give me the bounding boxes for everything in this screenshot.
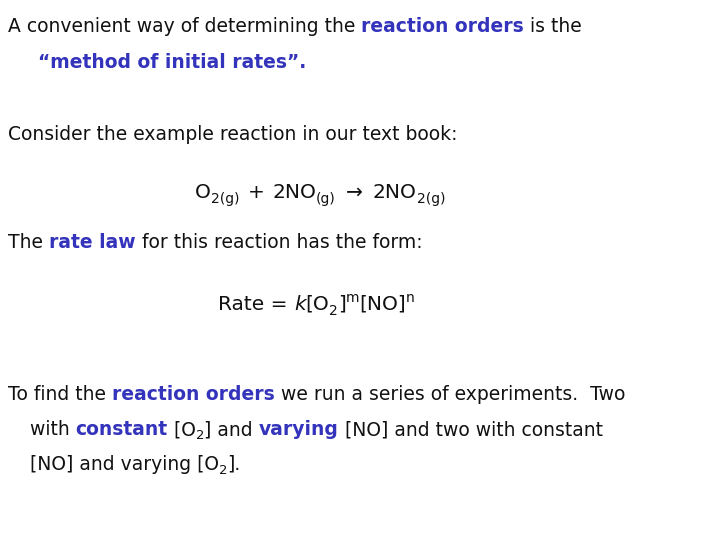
Text: 2NO: 2NO xyxy=(373,183,417,202)
Text: A convenient way of determining the: A convenient way of determining the xyxy=(8,17,361,36)
Text: [O: [O xyxy=(305,295,329,314)
Text: for this reaction has the form:: for this reaction has the form: xyxy=(135,233,422,252)
Text: [NO]: [NO] xyxy=(359,295,406,314)
Text: →: → xyxy=(346,183,363,202)
Text: O: O xyxy=(195,183,211,202)
Text: reaction orders: reaction orders xyxy=(112,385,275,404)
Text: +: + xyxy=(248,183,264,202)
Text: [NO] and two with constant: [NO] and two with constant xyxy=(338,420,603,439)
Text: m: m xyxy=(346,291,359,305)
Text: Consider the example reaction in our text book:: Consider the example reaction in our tex… xyxy=(8,125,457,144)
Text: varying: varying xyxy=(259,420,338,439)
Text: The: The xyxy=(8,233,49,252)
Text: (g): (g) xyxy=(316,192,336,206)
Text: 2: 2 xyxy=(219,464,228,477)
Text: we run a series of experiments.  Two: we run a series of experiments. Two xyxy=(275,385,625,404)
Text: with: with xyxy=(30,420,76,439)
Text: ]: ] xyxy=(338,295,346,314)
Text: ].: ]. xyxy=(228,455,240,474)
Text: k: k xyxy=(294,295,305,314)
Text: ] and: ] and xyxy=(204,420,259,439)
Text: To find the: To find the xyxy=(8,385,112,404)
Text: Rate =: Rate = xyxy=(218,295,294,314)
Text: constant: constant xyxy=(76,420,168,439)
Text: “method of initial rates”.: “method of initial rates”. xyxy=(38,53,306,72)
Text: 2: 2 xyxy=(196,429,204,442)
Text: is the: is the xyxy=(524,17,582,36)
Text: rate law: rate law xyxy=(49,233,135,252)
Text: 2(g): 2(g) xyxy=(211,192,239,206)
Text: n: n xyxy=(406,291,415,305)
Text: 2: 2 xyxy=(329,304,338,318)
Text: reaction orders: reaction orders xyxy=(361,17,524,36)
Text: 2NO: 2NO xyxy=(272,183,316,202)
Text: [O: [O xyxy=(168,420,196,439)
Text: [NO] and varying [O: [NO] and varying [O xyxy=(30,455,219,474)
Text: 2(g): 2(g) xyxy=(417,192,445,206)
